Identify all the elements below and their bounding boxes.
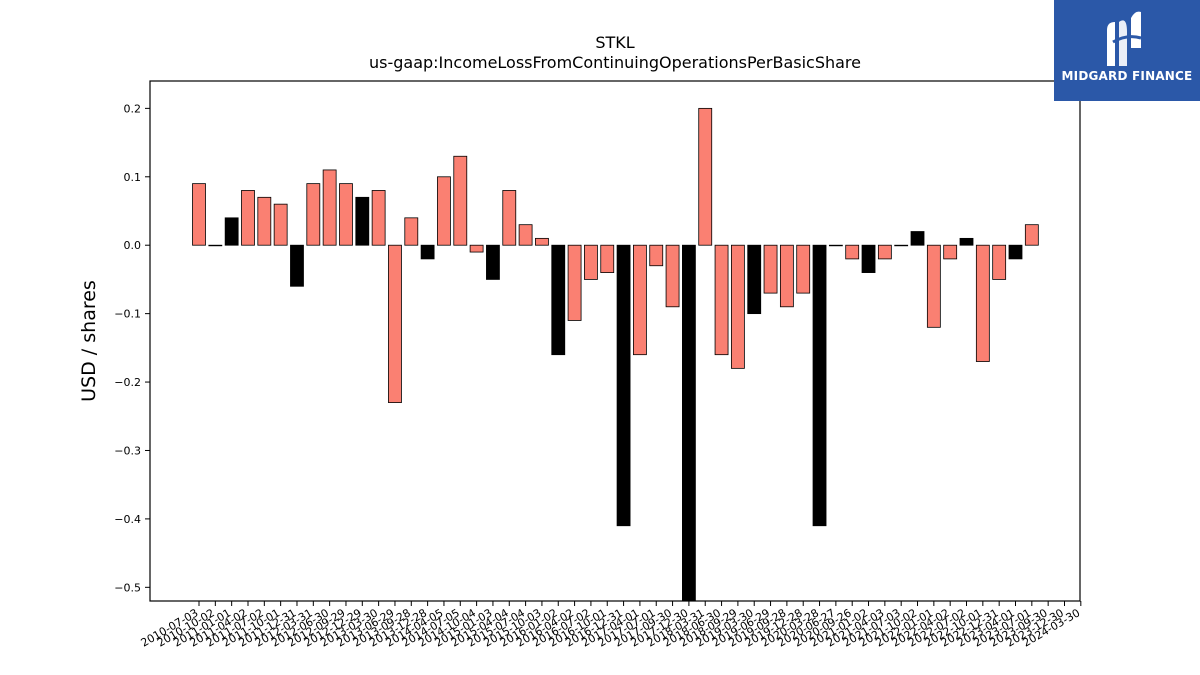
midgard-logo-icon [1107, 11, 1142, 66]
y-tick-label: −0.4 [114, 513, 141, 526]
y-axis-label: USD / shares [78, 280, 100, 402]
bar [959, 237, 974, 246]
bar [698, 107, 713, 246]
bar [812, 244, 827, 527]
bar [518, 224, 533, 246]
plot-frame [149, 80, 1081, 602]
bar [714, 244, 729, 356]
bar [828, 244, 843, 247]
bar [388, 244, 402, 403]
bar [371, 190, 386, 246]
x-axis: 2010-07-032010-10-022011-01-012011-04-02… [139, 601, 1082, 650]
bar [535, 237, 549, 246]
brand-logo: MIDGARD FINANCE [1054, 0, 1200, 101]
brand-name: MIDGARD FINANCE [1061, 69, 1193, 83]
y-tick-label: −0.5 [114, 581, 141, 594]
bar [453, 155, 468, 246]
bar [926, 244, 941, 328]
bar [682, 244, 696, 602]
chart-title: STKL [595, 33, 634, 52]
bar [241, 190, 255, 246]
y-tick-label: 0.2 [124, 102, 142, 115]
bar [796, 244, 811, 294]
bar [616, 244, 631, 527]
y-tick-label: 0.0 [124, 239, 142, 252]
bar [877, 244, 892, 260]
chart-subtitle: us-gaap:IncomeLossFromContinuingOperatio… [369, 53, 861, 72]
bar [355, 196, 370, 246]
bar [894, 244, 909, 247]
bar [290, 244, 304, 287]
bars-group [192, 107, 1039, 602]
bar [339, 183, 353, 246]
bar [779, 244, 794, 308]
bar [943, 244, 958, 260]
y-tick-label: −0.1 [114, 308, 141, 321]
bar [273, 203, 288, 246]
bar [551, 244, 566, 356]
bar [322, 169, 337, 246]
bar [257, 196, 272, 246]
bar [649, 244, 664, 267]
bar [975, 244, 990, 362]
bar [845, 244, 860, 260]
y-tick-label: 0.1 [124, 171, 142, 184]
bar [910, 231, 925, 246]
bar [600, 244, 615, 273]
bar [486, 244, 500, 280]
y-tick-label: −0.3 [114, 444, 141, 457]
bar [306, 183, 321, 246]
bar [404, 217, 419, 246]
bar [861, 244, 876, 273]
bar [437, 176, 451, 246]
bar [567, 244, 582, 321]
bar [208, 244, 223, 247]
bar [747, 244, 762, 315]
bar [1024, 224, 1039, 246]
bar [633, 244, 647, 356]
bar [763, 244, 778, 294]
bar [730, 244, 745, 369]
bar [469, 244, 484, 253]
bar [584, 244, 598, 280]
bar [992, 244, 1007, 280]
bar [192, 183, 206, 246]
y-axis: 0.2 0.1 0.0 −0.1 −0.2 −0.3 −0.4 −0.5 [114, 102, 150, 594]
bar [420, 244, 435, 260]
bar [1008, 244, 1023, 260]
bar [224, 217, 239, 246]
bar [665, 244, 680, 308]
y-tick-label: −0.2 [114, 376, 141, 389]
bar [502, 190, 517, 246]
